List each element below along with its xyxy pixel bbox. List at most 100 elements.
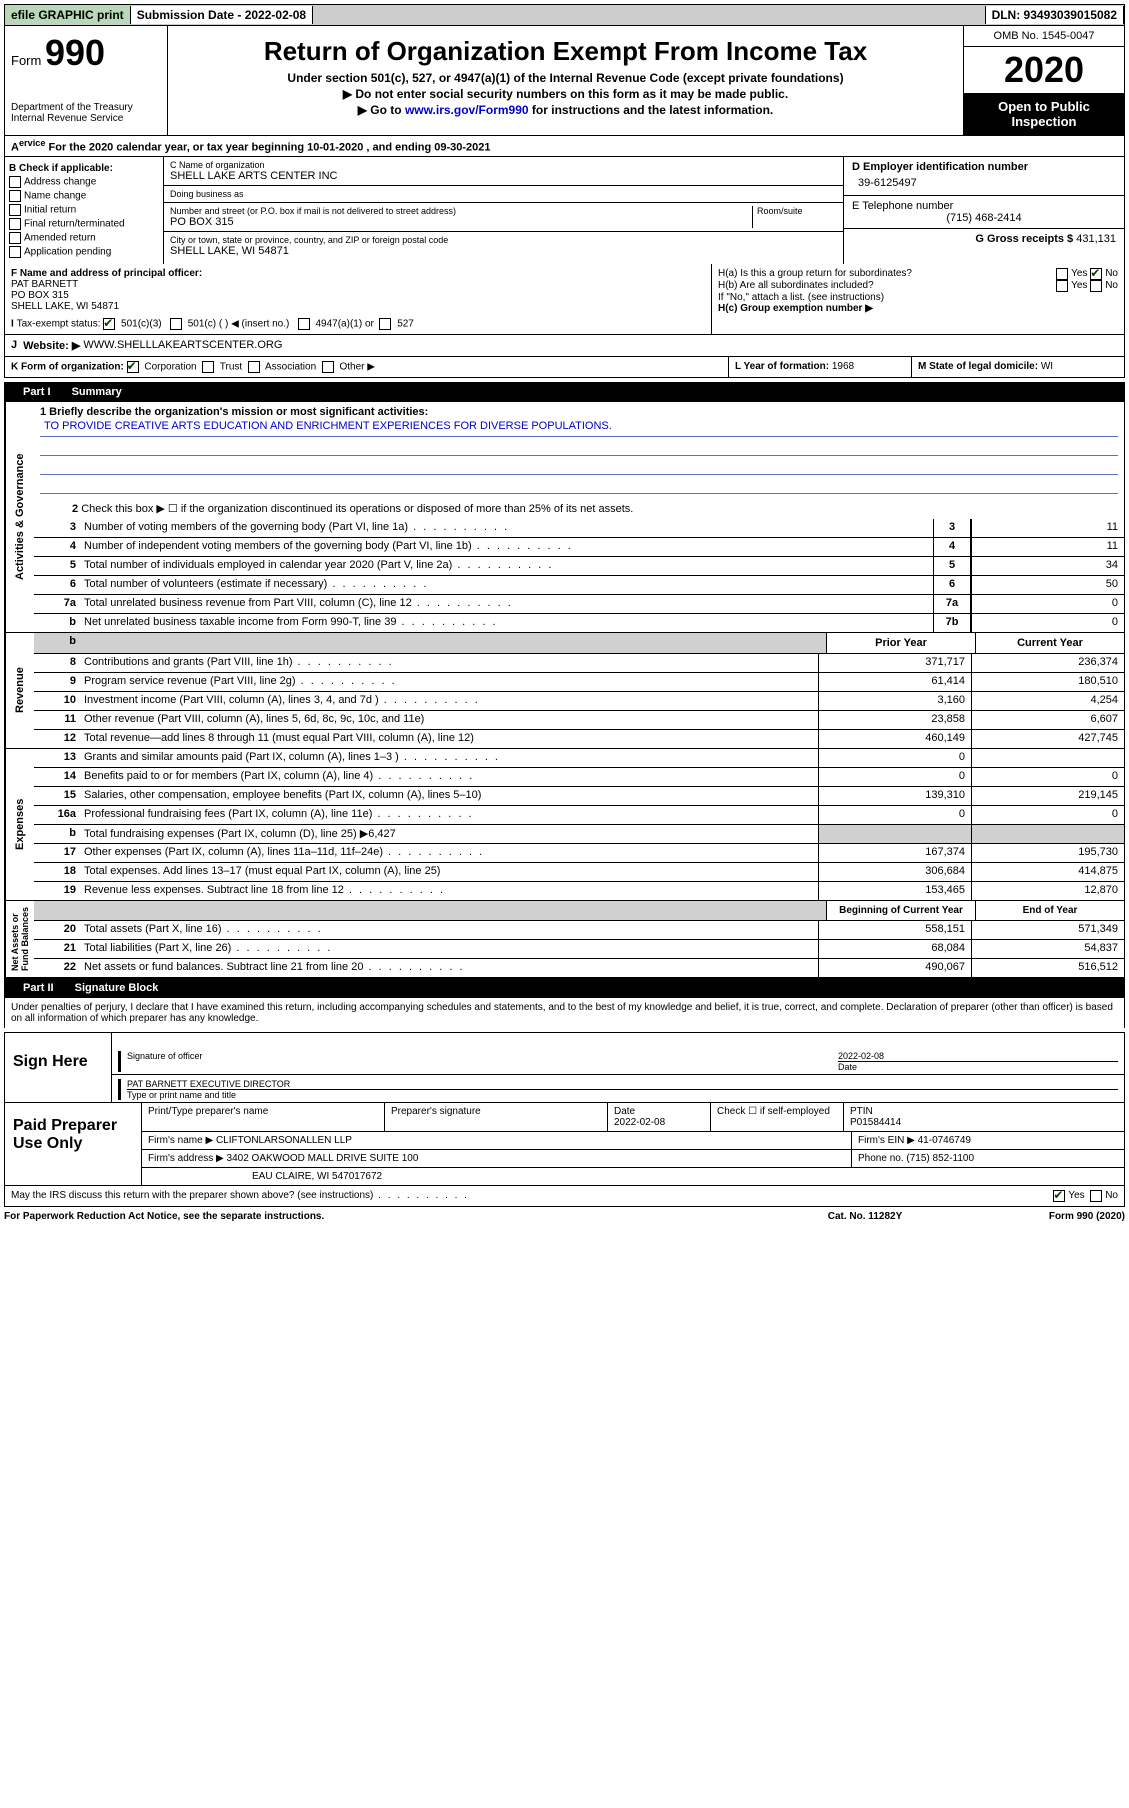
hb-note: If "No," attach a list. (see instruction… — [718, 292, 1118, 303]
chk-corp[interactable] — [127, 361, 139, 373]
line-a: Aervice For the 2020 calendar year, or t… — [4, 136, 1125, 157]
i-527: 527 — [397, 318, 414, 329]
m-val: WI — [1041, 361, 1053, 372]
vlabel-ag: Activities & Governance — [5, 402, 34, 632]
i-4947: 4947(a)(1) or — [315, 318, 373, 329]
hb-no[interactable] — [1090, 280, 1102, 292]
k-trust: Trust — [220, 361, 242, 372]
part2-header: Part II Signature Block — [4, 978, 1125, 998]
hb-yes[interactable] — [1056, 280, 1068, 292]
sig-date: 2022-02-08 — [838, 1051, 1118, 1061]
klm-row: K Form of organization: Corporation Trus… — [4, 357, 1125, 378]
i-501c: 501(c) ( ) ◀ (insert no.) — [188, 318, 290, 329]
chk-app-label: Application pending — [24, 246, 111, 257]
header-center: Return of Organization Exempt From Incom… — [168, 26, 963, 135]
sig-officer-label: Signature of officer — [127, 1051, 202, 1061]
paperwork-notice: For Paperwork Reduction Act Notice, see … — [4, 1211, 765, 1222]
i-label: Tax-exempt status: — [17, 318, 101, 329]
chk-amended[interactable] — [9, 232, 21, 244]
k-corp: Corporation — [144, 361, 196, 372]
h-block: H(a) Is this a group return for subordin… — [712, 264, 1124, 334]
form-number: 990 — [45, 32, 105, 73]
org-name: SHELL LAKE ARTS CENTER INC — [170, 170, 338, 182]
officer-printed: PAT BARNETT EXECUTIVE DIRECTOR — [127, 1079, 1118, 1089]
hc-label: H(c) Group exemption number ▶ — [718, 303, 1118, 314]
gross-label: G Gross receipts $ — [975, 233, 1073, 245]
entity-center: C Name of organization SHELL LAKE ARTS C… — [164, 157, 843, 264]
chk-trust[interactable] — [202, 361, 214, 373]
chk-initial-label: Initial return — [24, 204, 76, 215]
prep-addr1: 3402 OAKWOOD MALL DRIVE SUITE 100 — [227, 1153, 419, 1164]
chk-assoc[interactable] — [248, 361, 260, 373]
discuss-no[interactable] — [1090, 1190, 1102, 1202]
officer-name: PAT BARNETT — [11, 279, 705, 290]
chk-name[interactable] — [9, 190, 21, 202]
sign-here-label: Sign Here — [5, 1033, 112, 1102]
chk-address[interactable] — [9, 176, 21, 188]
chk-app[interactable] — [9, 246, 21, 258]
v3: 11 — [971, 519, 1124, 537]
open-inspection: Open to Public Inspection — [964, 93, 1124, 135]
gross: 431,131 — [1076, 233, 1116, 245]
discuss-text: May the IRS discuss this return with the… — [11, 1190, 1053, 1202]
vlabel-revenue: Revenue — [5, 633, 34, 748]
expenses-section: Expenses 13Grants and similar amounts pa… — [4, 749, 1125, 901]
prep-ein: 41-0746749 — [918, 1135, 971, 1146]
chk-final[interactable] — [9, 218, 21, 230]
discuss-yes[interactable] — [1053, 1190, 1065, 1202]
l-label: L Year of formation: — [735, 361, 829, 372]
activities-governance: Activities & Governance 1 Briefly descri… — [4, 402, 1125, 633]
preparer-block: Paid Preparer Use Only Print/Type prepar… — [4, 1103, 1125, 1186]
line2-text: Check this box ▶ ☐ if the organization d… — [81, 503, 633, 515]
preparer-label: Paid Preparer Use Only — [5, 1103, 142, 1185]
prep-name-label: Print/Type preparer's name — [142, 1103, 385, 1131]
line-a-text: For the 2020 calendar year, or tax year … — [49, 142, 491, 154]
form-ref: Form 990 (2020) — [965, 1211, 1125, 1222]
form-label: Form — [11, 53, 41, 68]
dln: DLN: 93493039015082 — [985, 6, 1124, 24]
k-label: K Form of organization: — [11, 361, 124, 372]
chk-initial[interactable] — [9, 204, 21, 216]
room-label: Room/suite — [752, 206, 837, 228]
form-header: Form 990 Department of the Treasury Inte… — [4, 26, 1125, 136]
prep-ptin: P01584414 — [850, 1117, 901, 1128]
discuss-row: May the IRS discuss this return with the… — [4, 1186, 1125, 1207]
efile-label[interactable]: efile GRAPHIC print — [5, 6, 131, 24]
chk-527[interactable] — [379, 318, 391, 330]
chk-other[interactable] — [322, 361, 334, 373]
top-bar: efile GRAPHIC print Submission Date - 20… — [4, 4, 1125, 26]
vlabel-netassets: Net Assets or Fund Balances — [5, 901, 34, 977]
check-b-title: B Check if applicable: — [9, 163, 159, 174]
ha-yes[interactable] — [1056, 268, 1068, 280]
hb-label: H(b) Are all subordinates included? — [718, 280, 1056, 292]
city-label: City or town, state or province, country… — [170, 235, 837, 245]
entity-right: D Employer identification number 39-6125… — [843, 157, 1124, 264]
prep-addr2: EAU CLAIRE, WI 547017672 — [142, 1168, 1124, 1185]
vlabel-expenses: Expenses — [5, 749, 34, 900]
header-sub2: Do not enter social security numbers on … — [355, 87, 788, 101]
website-label: Website: ▶ — [23, 339, 80, 352]
chk-501c3[interactable] — [103, 318, 115, 330]
officer-label: F Name and address of principal officer: — [11, 268, 705, 279]
officer-addr: PO BOX 315 SHELL LAKE, WI 54871 — [11, 290, 705, 312]
chk-4947[interactable] — [298, 318, 310, 330]
tax-year: 2020 — [1004, 49, 1084, 90]
n3: 3 — [34, 519, 80, 537]
officer-h-row: F Name and address of principal officer:… — [4, 264, 1125, 335]
ha-no[interactable] — [1090, 268, 1102, 280]
sign-here-block: Sign Here Signature of officer 2022-02-0… — [4, 1032, 1125, 1103]
header-sub3-pre: Go to — [370, 103, 405, 117]
form-title: Return of Organization Exempt From Incom… — [180, 36, 951, 67]
form990-link[interactable]: www.irs.gov/Form990 — [405, 103, 529, 117]
penalty-text: Under penalties of perjury, I declare th… — [4, 998, 1125, 1028]
ein: 39-6125497 — [852, 175, 1116, 191]
chk-501c[interactable] — [170, 318, 182, 330]
prep-self: Check ☐ if self-employed — [711, 1103, 844, 1131]
officer-block: F Name and address of principal officer:… — [5, 264, 712, 334]
part1-label: Part I — [13, 384, 61, 400]
org-name-label: C Name of organization — [170, 160, 837, 170]
phone-label: E Telephone number — [852, 200, 953, 212]
j-row: J Website: ▶ WWW.SHELLLAKEARTSCENTER.ORG — [4, 335, 1125, 357]
k-assoc: Association — [265, 361, 316, 372]
k-other: Other ▶ — [339, 361, 374, 372]
